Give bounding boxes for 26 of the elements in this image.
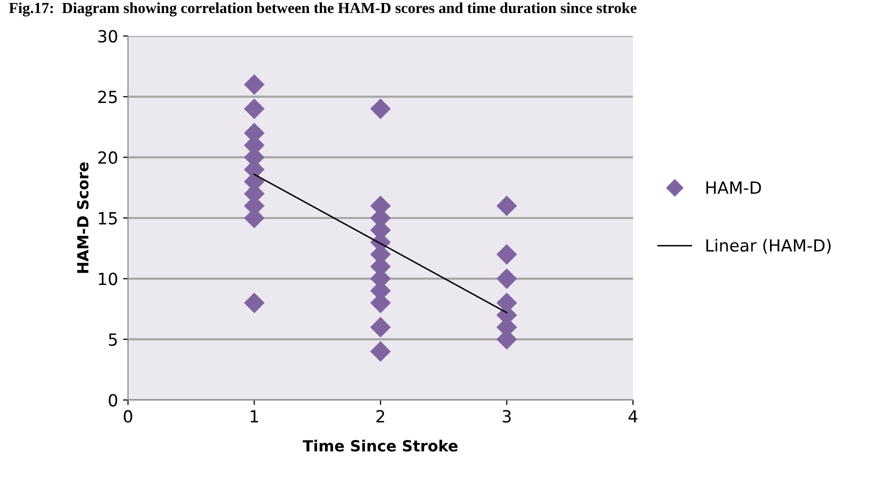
x-tick-label: 3	[502, 410, 511, 423]
legend-label: Linear (HAM-D)	[706, 238, 831, 254]
chart-title: Fig.17: Diagram showing correlation between the HAM-D scores and time duration since stroke	[9, 2, 636, 16]
y-tick-label: 5	[108, 334, 117, 346]
x-tick-label: 0	[124, 410, 132, 423]
y-tick-label: 10	[98, 272, 118, 286]
point	[496, 196, 518, 216]
point	[370, 98, 391, 120]
y-tick-label: 0	[108, 394, 118, 407]
x-tick-label: 2	[376, 410, 384, 422]
x-tick-label: 1	[250, 410, 258, 422]
point	[370, 316, 391, 338]
x-tick-label: 4	[628, 410, 638, 422]
point	[244, 292, 265, 314]
point	[496, 268, 518, 289]
point	[370, 341, 391, 362]
point	[244, 98, 265, 120]
y-tick-label: 15	[98, 212, 117, 225]
x-axis-title: Time Since Stroke	[302, 440, 458, 452]
y-axis-title: HAM-D Score	[77, 162, 89, 273]
y-tick-label: 30	[98, 30, 118, 43]
point	[496, 244, 518, 265]
y-tick-label: 20	[98, 151, 118, 164]
legend-label: HAM-D	[706, 182, 761, 194]
point	[244, 74, 265, 95]
y-tick-label: 25	[98, 90, 117, 104]
